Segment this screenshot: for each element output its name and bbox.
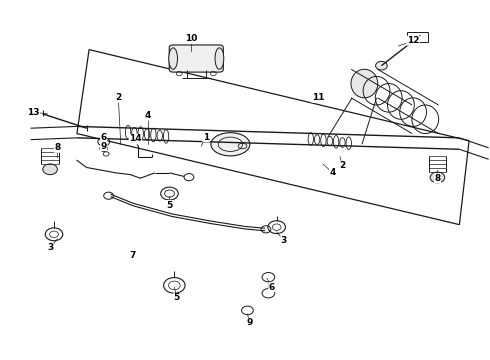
Text: 14: 14 (129, 134, 142, 143)
FancyBboxPatch shape (169, 45, 223, 72)
Circle shape (43, 164, 57, 175)
Text: 9: 9 (246, 318, 253, 327)
Text: 12: 12 (407, 36, 419, 45)
Text: 6: 6 (269, 283, 275, 292)
Circle shape (430, 172, 445, 183)
Text: 5: 5 (173, 293, 180, 302)
Text: 2: 2 (339, 161, 345, 170)
Text: 3: 3 (47, 243, 53, 252)
Text: 6: 6 (100, 132, 107, 141)
Ellipse shape (215, 48, 224, 69)
Text: 4: 4 (145, 111, 151, 120)
Text: 3: 3 (281, 236, 287, 245)
Text: 2: 2 (115, 93, 122, 102)
Ellipse shape (351, 69, 378, 98)
Ellipse shape (169, 48, 177, 69)
Ellipse shape (211, 133, 250, 156)
Text: 13: 13 (27, 108, 39, 117)
Text: 4: 4 (329, 168, 336, 177)
Text: 11: 11 (312, 93, 324, 102)
Text: 9: 9 (100, 141, 107, 150)
Text: 8: 8 (54, 143, 61, 152)
Text: 5: 5 (167, 201, 172, 210)
Text: 1: 1 (203, 132, 209, 141)
Text: 7: 7 (130, 251, 136, 260)
Text: 8: 8 (434, 174, 441, 183)
Text: 10: 10 (185, 35, 197, 44)
Circle shape (375, 62, 387, 70)
